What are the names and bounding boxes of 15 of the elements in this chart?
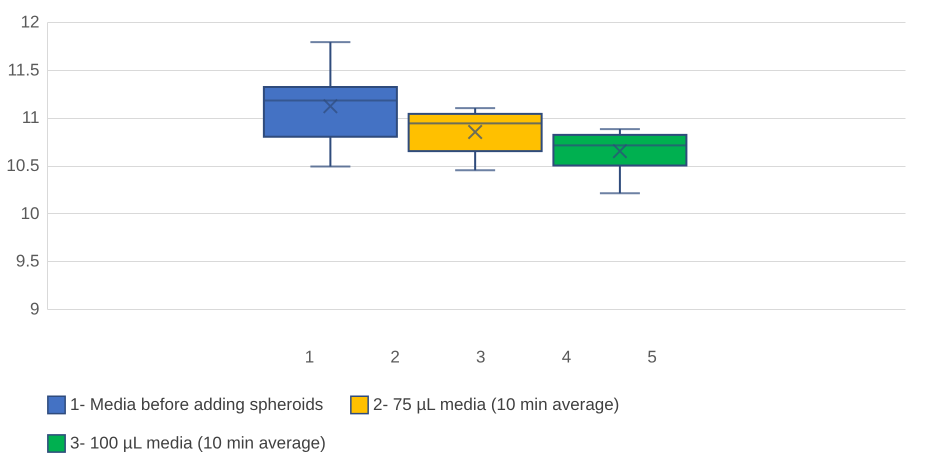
legend-label: 2- 75 µL media (10 min average) [373,394,620,414]
x-tick-label: 1 [304,348,314,366]
y-tick-label: 11 [22,108,40,128]
y-tick-label: 9.5 [16,252,40,271]
y-tick-label: 11.5 [8,60,40,80]
y-tick-label: 10.5 [6,156,40,175]
legend-label: 3- 100 µL media (10 min average) [70,434,326,452]
x-tick-label: 2 [390,348,400,366]
y-tick-label: 10 [20,204,40,223]
x-tick-label: 3 [476,348,486,366]
legend-label: 1- Media before adding spheroids [70,394,324,414]
x-tick-label: 5 [647,348,657,366]
x-tick-label: 4 [562,348,572,366]
y-tick-label: 9 [30,300,40,318]
y-tick-label: 12 [20,12,40,32]
